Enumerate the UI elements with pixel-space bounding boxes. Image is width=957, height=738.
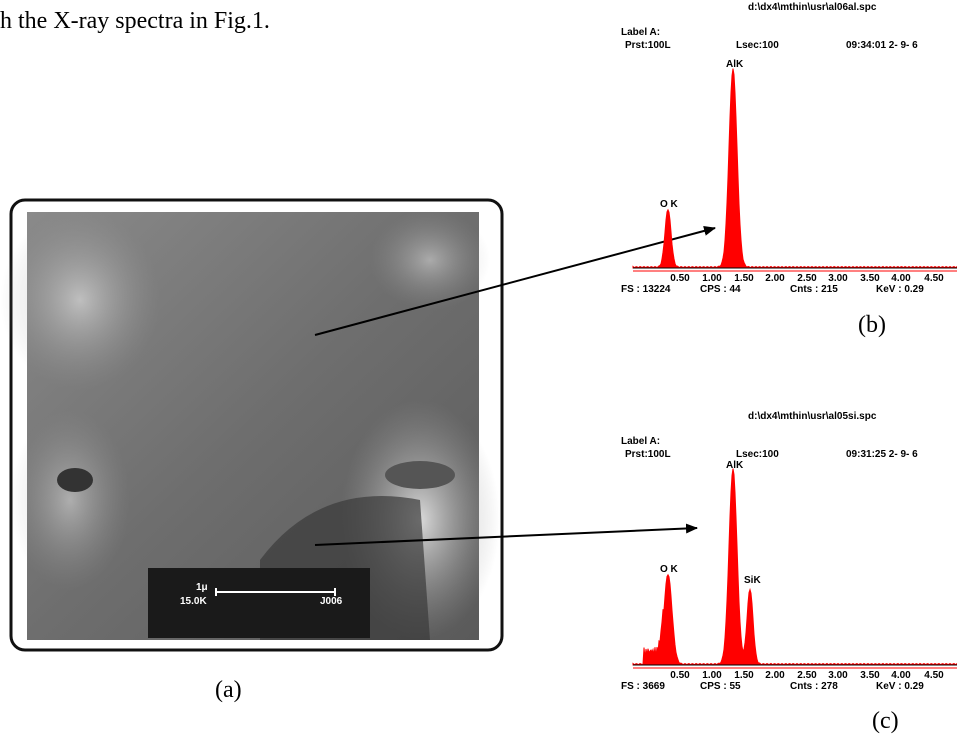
preset: Prst:100L bbox=[625, 40, 671, 51]
caption: (c) bbox=[872, 708, 899, 734]
label: Label A: bbox=[621, 436, 660, 447]
livetime: Lsec:100 bbox=[736, 449, 779, 460]
tem-region bbox=[370, 210, 490, 310]
axis-tick-label: 0.50 bbox=[670, 670, 690, 681]
axis-tick-label: 4.50 bbox=[924, 670, 944, 681]
scale-magnification: 15.0K bbox=[180, 596, 207, 607]
axis-tick-label: 1.00 bbox=[702, 273, 722, 284]
footer-kev: KeV : 0.29 bbox=[876, 284, 924, 295]
file-name: d:\dx4\mthin\usr\al06al.spc bbox=[748, 2, 877, 13]
axis-tick-label: 3.00 bbox=[828, 273, 848, 284]
tem-particle bbox=[385, 461, 455, 489]
file-name: d:\dx4\mthin\usr\al05si.spc bbox=[748, 411, 877, 422]
axis-tick-label: 3.00 bbox=[828, 670, 848, 681]
axis-tick-label: 4.00 bbox=[891, 670, 911, 681]
scale-id: J006 bbox=[320, 596, 343, 607]
time: 09:34:01 2- 9- 6 bbox=[846, 40, 918, 51]
axis-tick-label: 1.00 bbox=[702, 670, 722, 681]
spectrum bbox=[632, 468, 957, 666]
axis-tick-label: 2.50 bbox=[797, 670, 817, 681]
axis-tick-label: 2.00 bbox=[765, 273, 785, 284]
caption: (b) bbox=[858, 312, 886, 338]
axis-tick-label: 4.50 bbox=[924, 273, 944, 284]
footer-cps: CPS : 44 bbox=[700, 284, 741, 295]
label: Label A: bbox=[621, 27, 660, 38]
tem-particle bbox=[57, 468, 93, 492]
axis-tick-label: 4.00 bbox=[891, 273, 911, 284]
livetime: Lsec:100 bbox=[736, 40, 779, 51]
caption: (a) bbox=[215, 677, 242, 703]
peak-label: O K bbox=[660, 564, 679, 575]
axis-tick-label: 0.50 bbox=[670, 273, 690, 284]
axis-tick-label: 3.50 bbox=[860, 670, 880, 681]
footer-cnts: Cnts : 278 bbox=[790, 681, 838, 692]
figure-a: 1μ 15.0K J006 (a) bbox=[0, 198, 504, 703]
footer-kev: KeV : 0.29 bbox=[876, 681, 924, 692]
spectrum bbox=[632, 68, 957, 269]
peak-label: O K bbox=[660, 199, 679, 210]
axis-tick-label: 2.00 bbox=[765, 670, 785, 681]
arrow bbox=[314, 226, 716, 336]
axis-tick-label: 2.50 bbox=[797, 273, 817, 284]
arrow bbox=[314, 523, 698, 546]
footer-cps: CPS : 55 bbox=[700, 681, 741, 692]
scale-bar-box bbox=[148, 568, 370, 638]
peak-label: SiK bbox=[744, 575, 761, 586]
peak-label: AlK bbox=[726, 460, 744, 471]
footer-cnts: Cnts : 215 bbox=[790, 284, 838, 295]
axis-tick-label: 3.50 bbox=[860, 273, 880, 284]
tem-region bbox=[0, 210, 160, 390]
peak-label: AlK bbox=[726, 59, 744, 70]
axis-tick-label: 1.50 bbox=[734, 273, 754, 284]
tem-region bbox=[10, 410, 130, 590]
footer-fs: FS : 3669 bbox=[621, 681, 665, 692]
time: 09:31:25 2- 9- 6 bbox=[846, 449, 918, 460]
scale-length: 1μ bbox=[196, 582, 208, 593]
footer-fs: FS : 13224 bbox=[621, 284, 671, 295]
preset: Prst:100L bbox=[625, 449, 671, 460]
intro-text: h the X-ray spectra in Fig.1. bbox=[0, 8, 270, 34]
axis-tick-label: 1.50 bbox=[734, 670, 754, 681]
